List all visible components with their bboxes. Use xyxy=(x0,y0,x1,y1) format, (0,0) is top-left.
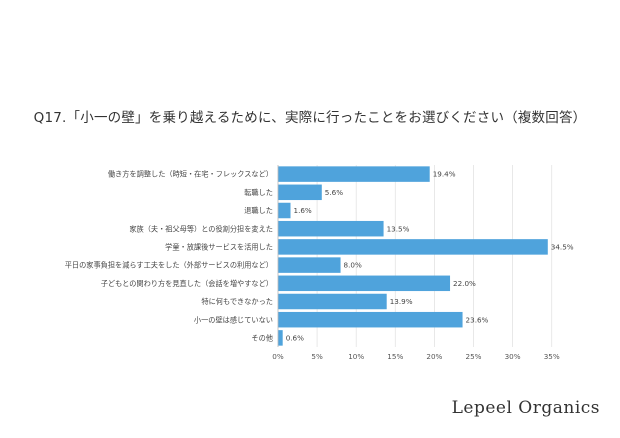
category-label: その他 xyxy=(251,334,273,343)
x-tick-label: 20% xyxy=(426,352,442,361)
category-label: 転職した xyxy=(244,188,273,197)
chart-title: Q17.「小一の壁」を乗り越えるために、実際に行ったことをお選びください（複数回… xyxy=(33,110,587,126)
bar-value-label: 23.6% xyxy=(466,315,489,324)
bar-value-label: 8.0% xyxy=(344,261,362,270)
bar xyxy=(278,202,291,219)
bar xyxy=(278,184,322,201)
bar xyxy=(278,239,548,255)
bar xyxy=(278,220,384,237)
category-label: 子どもとの関わり方を見直した（会話を増やすなど） xyxy=(101,279,273,288)
category-label: 退職した xyxy=(244,206,273,215)
bar xyxy=(278,293,387,310)
bar-value-label: 13.5% xyxy=(387,224,410,233)
bar xyxy=(278,311,463,328)
bar xyxy=(278,330,283,346)
x-tick-label: 10% xyxy=(348,352,364,361)
bar-value-label: 22.0% xyxy=(453,279,476,288)
bar-value-label: 5.6% xyxy=(325,188,343,197)
category-label: 家族（夫・祖父母等）との役割分担を変えた xyxy=(129,224,273,233)
bar-value-label: 19.4% xyxy=(433,170,456,179)
category-label: 平日の家事負担を減らす工夫をした（外部サービスの利用など） xyxy=(65,261,273,270)
bar-value-label: 34.5% xyxy=(551,243,574,252)
bar xyxy=(278,166,430,182)
x-tick-label: 35% xyxy=(544,352,560,361)
x-tick-label: 15% xyxy=(387,352,403,361)
bar xyxy=(278,275,451,292)
bar-value-label: 1.6% xyxy=(294,206,312,215)
category-label: 小一の壁は感じていない xyxy=(194,315,273,324)
bar-value-label: 13.9% xyxy=(390,297,413,306)
brand-logo-text: Lepeel Organics xyxy=(451,398,600,418)
bar-value-label: 0.6% xyxy=(286,334,304,343)
x-tick-label: 25% xyxy=(466,352,482,361)
bar xyxy=(278,257,341,273)
category-label: 働き方を調整した（時短・在宅・フレックスなど） xyxy=(108,170,273,179)
x-tick-label: 30% xyxy=(505,352,521,361)
category-label: 特に何もできなかった xyxy=(201,297,273,306)
category-label: 学童・放課後サービスを活用した xyxy=(165,243,273,252)
x-tick-label: 5% xyxy=(311,352,323,361)
x-tick-label: 0% xyxy=(272,352,284,361)
